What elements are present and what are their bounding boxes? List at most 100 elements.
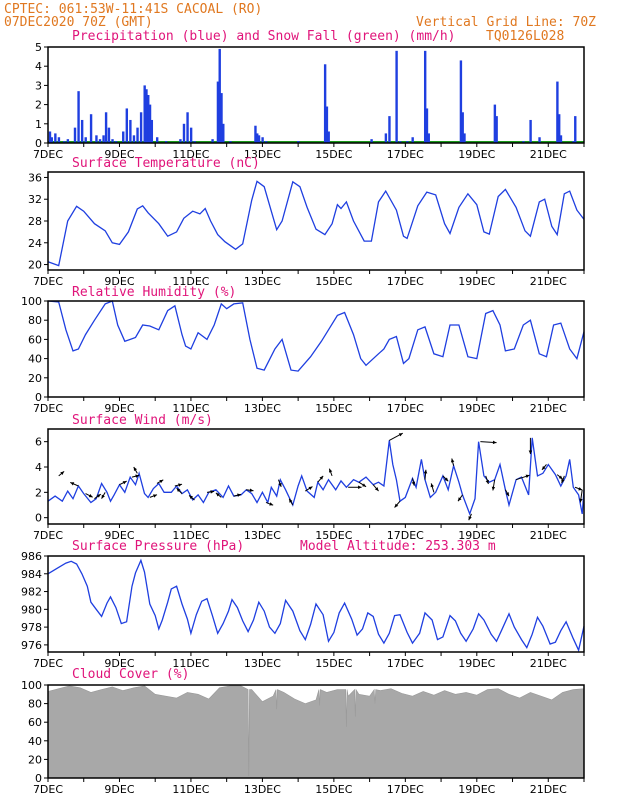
x-tick-label: 13DEC xyxy=(244,657,281,670)
precip-bar xyxy=(73,127,77,143)
x-tick-label: 11DEC xyxy=(172,657,209,670)
x-tick-label: 15DEC xyxy=(315,529,352,542)
precip-bar xyxy=(186,112,189,143)
precip-bar xyxy=(148,104,152,143)
y-tick-label: 80 xyxy=(28,314,42,327)
precip-bar xyxy=(104,112,108,143)
x-tick-label: 19DEC xyxy=(458,657,495,670)
wind-arrowhead xyxy=(308,486,313,490)
x-tick-label: 7DEC xyxy=(33,402,63,415)
temperature-title: Surface Temperature (nC) xyxy=(72,156,260,171)
x-tick-label: 9DEC xyxy=(104,275,134,288)
precip-bar xyxy=(143,85,146,143)
precip-bar xyxy=(63,141,66,143)
wind-arrowhead xyxy=(133,467,138,472)
wind-arrowhead xyxy=(528,450,533,455)
y-tick-label: 2 xyxy=(35,486,42,499)
precip-bar xyxy=(529,119,532,143)
precip-bar xyxy=(80,119,84,143)
precip-bar xyxy=(114,141,118,143)
x-tick-label: 15DEC xyxy=(315,657,352,670)
wind-arrowhead xyxy=(525,474,530,478)
wind-arrowhead xyxy=(269,502,274,506)
wind-arrowhead xyxy=(458,497,462,502)
wind-arrowhead xyxy=(491,486,496,491)
y-tick-label: 978 xyxy=(21,621,42,634)
x-tick-label: 9DEC xyxy=(104,657,134,670)
panel-frame xyxy=(47,684,585,779)
wind-arrowhead xyxy=(485,479,489,484)
x-tick-label: 7DEC xyxy=(33,529,63,542)
x-tick-label: 17DEC xyxy=(387,275,424,288)
x-tick-label: 7DEC xyxy=(33,275,63,288)
cloud-cover-title: Cloud Cover (%) xyxy=(72,667,189,682)
wind-arrowhead xyxy=(558,475,563,480)
y-tick-label: 36 xyxy=(28,171,42,184)
precip-bar xyxy=(150,119,154,143)
wind-title: Surface Wind (m/s) xyxy=(72,413,213,428)
x-tick-label: 21DEC xyxy=(530,148,567,161)
wind-arrowhead xyxy=(468,516,472,521)
y-tick-label: 60 xyxy=(28,333,42,346)
precip-bar xyxy=(229,141,232,143)
precip-bar xyxy=(179,139,182,143)
precip-bar xyxy=(132,135,136,143)
temperature-line xyxy=(47,180,585,267)
x-tick-label: 21DEC xyxy=(530,783,567,796)
y-tick-label: 0 xyxy=(35,512,42,525)
wind-arrowhead xyxy=(561,479,565,484)
y-tick-label: 28 xyxy=(28,215,42,228)
precip-bar xyxy=(522,141,525,143)
x-tick-label: 17DEC xyxy=(387,148,424,161)
y-tick-label: 80 xyxy=(28,698,42,711)
x-tick-label: 13DEC xyxy=(244,275,281,288)
wind-arrowhead xyxy=(430,483,434,488)
header-code: TQ0126L028 xyxy=(486,29,564,44)
wind-arrowhead xyxy=(319,475,324,480)
wind-arrowhead xyxy=(541,465,546,470)
y-tick-label: 6 xyxy=(35,436,42,449)
wind-arrowhead xyxy=(394,503,399,508)
wind-arrowhead xyxy=(450,458,455,463)
precip-bar xyxy=(370,139,373,143)
precip-bar xyxy=(574,116,577,143)
x-tick-label: 11DEC xyxy=(172,275,209,288)
wind-arrowhead xyxy=(176,488,181,492)
y-tick-label: 24 xyxy=(28,237,42,250)
precip-bar xyxy=(538,137,541,143)
wind-arrowhead xyxy=(70,482,75,486)
header-grid-note: Vertical Grid Line: 70Z xyxy=(416,15,596,30)
x-tick-label: 19DEC xyxy=(458,402,495,415)
precip-bar xyxy=(139,112,143,143)
precip-bar xyxy=(257,135,261,143)
x-tick-label: 19DEC xyxy=(458,275,495,288)
precip-bar xyxy=(57,137,61,143)
x-tick-label: 7DEC xyxy=(33,657,63,670)
relative-humidity-line xyxy=(47,300,585,372)
x-tick-label: 11DEC xyxy=(172,783,209,796)
precip-bar xyxy=(388,116,391,143)
wind-arrowhead xyxy=(96,494,101,498)
precip-bar xyxy=(98,139,102,143)
y-tick-label: 982 xyxy=(21,586,42,599)
y-tick-label: 20 xyxy=(28,372,42,385)
precip-bar xyxy=(50,137,53,143)
panel-frame xyxy=(47,46,585,144)
wind-arrowhead xyxy=(278,482,282,487)
precip-bar xyxy=(423,50,427,144)
wind-arrowhead xyxy=(505,492,509,497)
precipitation-title: Precipitation (blue) and Snow Fall (gree… xyxy=(72,29,456,44)
precip-bar xyxy=(211,139,214,143)
y-tick-label: 0 xyxy=(35,391,42,404)
surface-pressure-line xyxy=(47,558,585,653)
x-tick-label: 9DEC xyxy=(104,402,134,415)
wind-arrowhead xyxy=(579,498,583,503)
humidity-panel: Relative Humidity (%) 0 20 40 60 80 100 7DEC 9D… xyxy=(21,285,585,415)
precip-bar xyxy=(193,141,196,143)
precip-bar xyxy=(145,89,148,143)
y-tick-label: 2 xyxy=(35,99,42,112)
x-tick-label: 9DEC xyxy=(104,529,134,542)
cloud-cover-panel: Cloud Cover (%) 0 20 40 60 80 100 7DEC 9DEC 11DE… xyxy=(21,667,585,796)
precip-bar xyxy=(395,50,398,144)
wind-arrowhead xyxy=(374,487,379,492)
